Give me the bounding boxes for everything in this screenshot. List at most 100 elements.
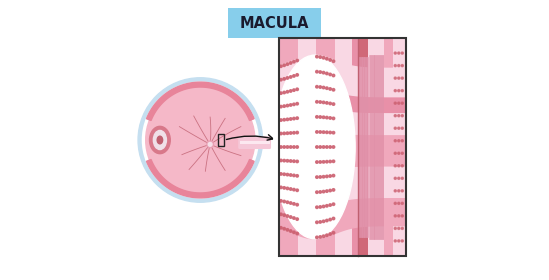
Circle shape bbox=[207, 141, 214, 148]
Circle shape bbox=[401, 240, 404, 242]
Circle shape bbox=[394, 140, 396, 142]
Circle shape bbox=[332, 146, 335, 148]
Circle shape bbox=[326, 131, 328, 134]
Circle shape bbox=[401, 77, 404, 79]
Circle shape bbox=[279, 200, 282, 202]
Circle shape bbox=[394, 152, 396, 154]
Circle shape bbox=[316, 55, 318, 58]
Circle shape bbox=[286, 132, 289, 134]
Circle shape bbox=[283, 159, 285, 162]
Circle shape bbox=[286, 228, 289, 231]
Circle shape bbox=[279, 146, 282, 148]
Polygon shape bbox=[279, 88, 406, 112]
Circle shape bbox=[286, 201, 289, 204]
Circle shape bbox=[319, 116, 322, 118]
Circle shape bbox=[293, 160, 295, 162]
Circle shape bbox=[316, 101, 318, 103]
Circle shape bbox=[279, 213, 282, 216]
Circle shape bbox=[329, 59, 332, 61]
Circle shape bbox=[326, 72, 328, 75]
Circle shape bbox=[286, 160, 289, 162]
Circle shape bbox=[316, 206, 318, 209]
Bar bbox=[316, 38, 335, 256]
Circle shape bbox=[322, 101, 325, 104]
Circle shape bbox=[326, 87, 328, 89]
Circle shape bbox=[322, 116, 325, 118]
Circle shape bbox=[394, 52, 396, 54]
Circle shape bbox=[319, 221, 322, 223]
Circle shape bbox=[279, 159, 282, 162]
Circle shape bbox=[286, 118, 289, 121]
Circle shape bbox=[296, 102, 299, 105]
Bar bbox=[384, 38, 394, 256]
Circle shape bbox=[279, 78, 282, 81]
Circle shape bbox=[286, 173, 289, 176]
Circle shape bbox=[329, 146, 332, 148]
Bar bbox=[279, 38, 406, 256]
Circle shape bbox=[283, 186, 285, 189]
Polygon shape bbox=[279, 107, 406, 134]
Circle shape bbox=[401, 215, 404, 217]
Circle shape bbox=[326, 190, 328, 192]
Circle shape bbox=[401, 115, 404, 117]
Circle shape bbox=[286, 104, 289, 107]
Circle shape bbox=[316, 191, 318, 193]
Circle shape bbox=[394, 202, 396, 204]
Bar bbox=[359, 38, 368, 256]
Circle shape bbox=[332, 174, 335, 177]
Circle shape bbox=[326, 205, 328, 207]
Circle shape bbox=[397, 90, 400, 92]
Circle shape bbox=[397, 127, 400, 129]
Circle shape bbox=[289, 62, 292, 64]
Circle shape bbox=[279, 132, 282, 135]
Circle shape bbox=[296, 204, 299, 206]
Circle shape bbox=[326, 234, 328, 237]
Polygon shape bbox=[279, 197, 406, 239]
Circle shape bbox=[329, 175, 332, 177]
Circle shape bbox=[401, 140, 404, 142]
Circle shape bbox=[319, 191, 322, 193]
Circle shape bbox=[329, 73, 332, 76]
Circle shape bbox=[397, 52, 400, 54]
Circle shape bbox=[394, 190, 396, 192]
Circle shape bbox=[332, 103, 335, 105]
Circle shape bbox=[289, 118, 292, 120]
Circle shape bbox=[283, 146, 285, 148]
Circle shape bbox=[279, 227, 282, 229]
Circle shape bbox=[293, 117, 295, 120]
Circle shape bbox=[322, 161, 325, 163]
Circle shape bbox=[279, 186, 282, 189]
Circle shape bbox=[329, 204, 332, 206]
Circle shape bbox=[322, 235, 325, 237]
Circle shape bbox=[332, 160, 335, 163]
Bar bbox=[394, 38, 406, 256]
Ellipse shape bbox=[153, 130, 166, 150]
FancyBboxPatch shape bbox=[239, 141, 270, 144]
Circle shape bbox=[316, 85, 318, 88]
Circle shape bbox=[283, 200, 285, 203]
Circle shape bbox=[289, 174, 292, 176]
Circle shape bbox=[397, 215, 400, 217]
Circle shape bbox=[397, 227, 400, 229]
Circle shape bbox=[293, 203, 295, 205]
Polygon shape bbox=[147, 160, 254, 198]
Circle shape bbox=[293, 174, 295, 177]
Circle shape bbox=[326, 102, 328, 104]
Circle shape bbox=[319, 56, 322, 58]
Circle shape bbox=[138, 78, 262, 202]
Polygon shape bbox=[279, 166, 406, 206]
Circle shape bbox=[394, 215, 396, 217]
Circle shape bbox=[326, 116, 328, 119]
Circle shape bbox=[279, 65, 282, 67]
Circle shape bbox=[279, 173, 282, 175]
Circle shape bbox=[397, 140, 400, 142]
Circle shape bbox=[319, 86, 322, 88]
Circle shape bbox=[329, 189, 332, 192]
Circle shape bbox=[394, 115, 396, 117]
Circle shape bbox=[394, 90, 396, 92]
Bar bbox=[279, 38, 406, 256]
Circle shape bbox=[397, 65, 400, 67]
Circle shape bbox=[329, 233, 332, 235]
Circle shape bbox=[401, 177, 404, 179]
Circle shape bbox=[322, 205, 325, 208]
